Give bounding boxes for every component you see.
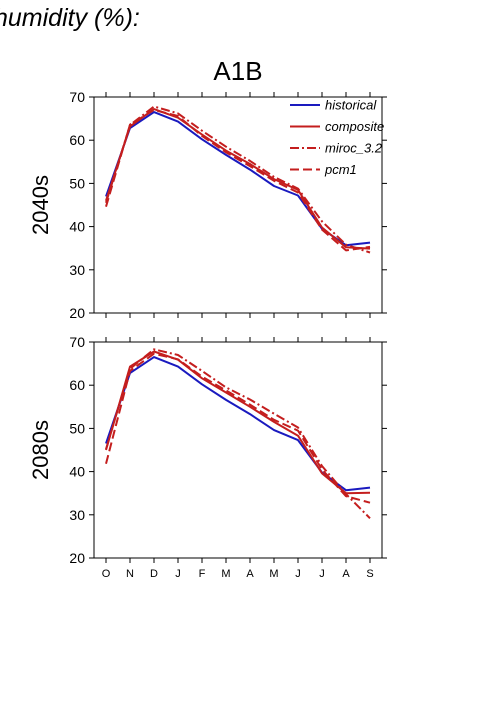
x-tick-label: O: [102, 568, 111, 580]
legend-label-miroc_3.2: miroc_3.2: [325, 141, 383, 156]
y-tick-label: 20: [69, 305, 85, 321]
y-tick-label: 30: [69, 507, 85, 523]
x-tick-label: A: [342, 568, 350, 580]
x-tick-label: D: [150, 568, 158, 580]
series-line-historical-2080s: [105, 356, 371, 492]
x-tick-label: F: [199, 568, 206, 580]
y-tick-label: 20: [69, 550, 85, 566]
y-tick-label: 50: [69, 420, 85, 436]
series-line-miroc_3.2-2040s: [105, 105, 371, 254]
x-tick-label: J: [295, 568, 301, 580]
series-line-pcm1-2080s: [105, 352, 371, 504]
y-tick-label: 70: [69, 89, 85, 105]
plot-frame-2040s: [93, 96, 383, 314]
legend-label-composite: composite: [325, 119, 384, 134]
y-tick-label: 60: [69, 377, 85, 393]
y-tick-label: 40: [69, 464, 85, 480]
y-tick-label: 70: [69, 334, 85, 350]
y-tick-label: 40: [69, 219, 85, 235]
x-tick-label: J: [175, 568, 181, 580]
scenario-title: A1B: [213, 56, 263, 86]
x-tick-label: N: [126, 568, 134, 580]
series-line-miroc_3.2-2080s: [105, 348, 371, 520]
x-tick-label: J: [319, 568, 325, 580]
x-tick-label: M: [269, 568, 278, 580]
x-tick-label: M: [221, 568, 230, 580]
series-line-composite-2080s: [105, 350, 371, 495]
y-tick-label: 30: [69, 262, 85, 278]
legend-label-historical: historical: [325, 98, 377, 113]
x-tick-label: A: [246, 568, 254, 580]
legend-label-pcm1: pcm1: [324, 162, 357, 177]
y-tick-label: 60: [69, 132, 85, 148]
page-title: humidity (%):: [0, 4, 140, 32]
panel-label-2040s: 2040s: [28, 175, 53, 235]
plot-frame-2080s: [93, 341, 383, 559]
x-tick-label: S: [366, 568, 373, 580]
panel-label-2080s: 2080s: [28, 420, 53, 480]
y-tick-label: 50: [69, 175, 85, 191]
series-line-pcm1-2040s: [105, 109, 371, 252]
